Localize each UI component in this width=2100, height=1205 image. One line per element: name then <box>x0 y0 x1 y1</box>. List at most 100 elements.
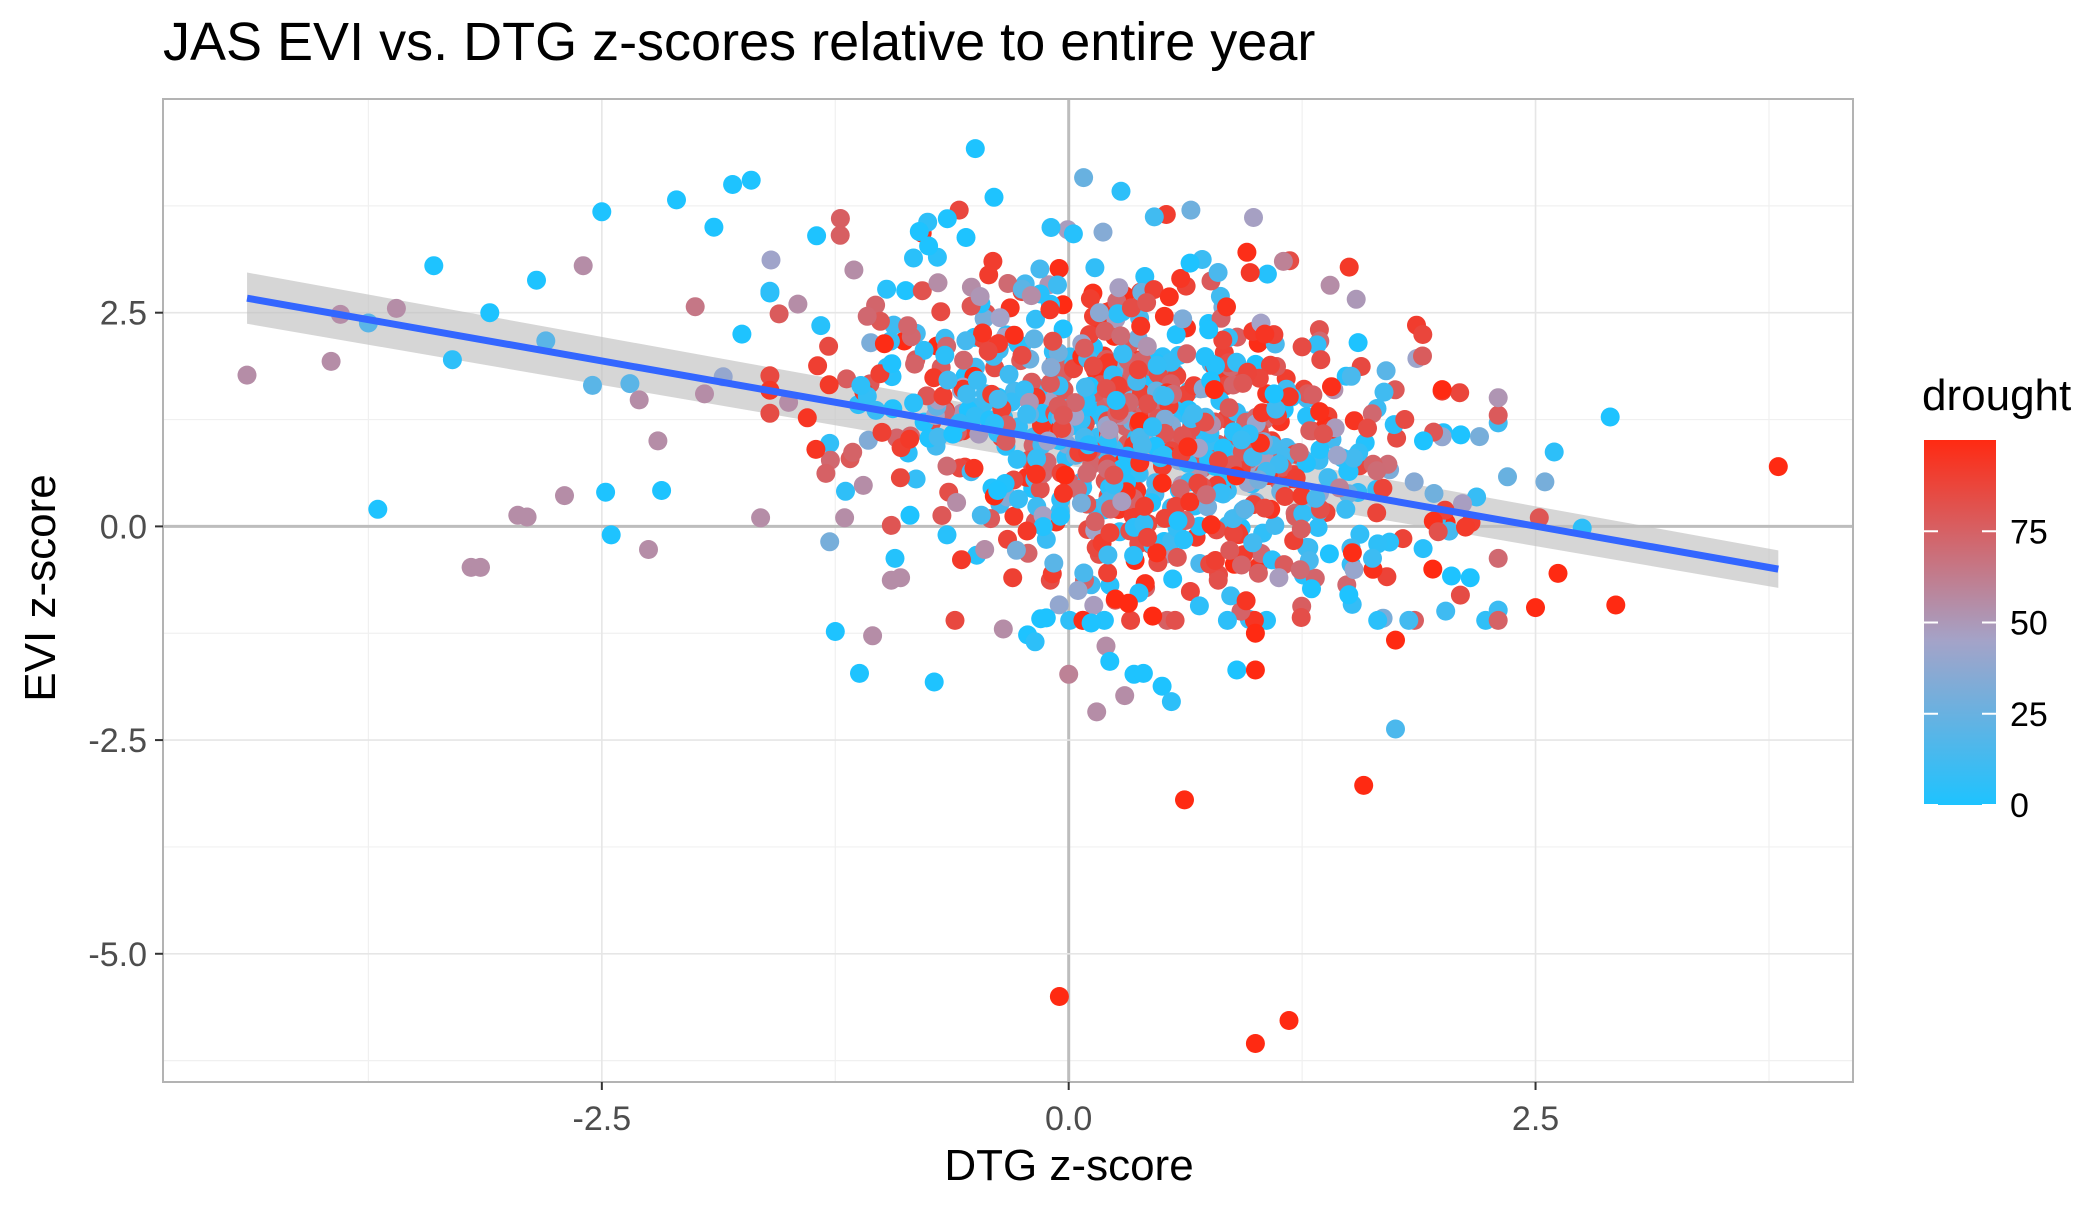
scatter-point <box>863 626 883 646</box>
scatter-point <box>806 439 826 459</box>
scatter-point <box>1060 610 1080 630</box>
scatter-point <box>1030 259 1050 279</box>
scatter-point <box>1087 702 1107 722</box>
scatter-point <box>932 506 952 525</box>
scatter-point <box>592 202 612 222</box>
scatter-point <box>1132 436 1152 456</box>
scatter-point <box>1205 551 1225 570</box>
scatter-point <box>1453 494 1472 514</box>
scatter-point <box>1606 595 1626 615</box>
scatter-point <box>912 281 932 301</box>
scatter-point <box>1043 331 1063 351</box>
scatter-point <box>1269 568 1289 588</box>
scatter-point <box>1017 521 1037 541</box>
scatter-point <box>1180 582 1200 601</box>
scatter-point <box>896 281 916 301</box>
scatter-point <box>1535 472 1555 492</box>
scatter-point <box>1224 523 1243 543</box>
scatter-point <box>1100 651 1120 671</box>
scatter-point <box>1450 585 1470 605</box>
scatter-point <box>1248 563 1268 583</box>
legend-tick-label: 0 <box>2010 787 2029 825</box>
scatter-point <box>919 236 939 256</box>
scatter-point <box>900 505 920 525</box>
scatter-point <box>853 475 873 495</box>
scatter-point <box>1174 530 1194 550</box>
scatter-point <box>629 390 649 410</box>
scatter-point <box>933 386 953 406</box>
scatter-point <box>1147 355 1167 375</box>
scatter-point <box>1245 660 1265 680</box>
scatter-point <box>788 294 808 314</box>
scatter-point <box>1049 595 1069 615</box>
scatter-point <box>1236 591 1256 611</box>
x-axis-ticks: -2.5 0.0 2.5 <box>573 1082 1559 1138</box>
scatter-point <box>1137 337 1157 356</box>
scatter-point <box>1098 563 1118 583</box>
scatter-point <box>1171 269 1191 288</box>
legend-tick-label: 75 <box>2010 513 2048 551</box>
scatter-point <box>1004 325 1024 345</box>
scatter-point <box>760 366 780 386</box>
scatter-point <box>1049 259 1069 278</box>
scatter-point <box>1344 560 1364 580</box>
scatter-point <box>1138 394 1158 414</box>
scatter-point <box>978 341 998 361</box>
scatter-point <box>957 384 977 404</box>
scatter-point <box>837 369 857 389</box>
scatter-point <box>1442 566 1461 586</box>
x-tick-label: 0.0 <box>1045 1100 1092 1138</box>
scatter-point <box>952 550 971 570</box>
scatter-point <box>1451 425 1471 445</box>
scatter-point <box>967 370 987 390</box>
scatter-point <box>1177 344 1197 364</box>
scatter-point <box>1432 380 1452 400</box>
scatter-point <box>1414 431 1433 451</box>
scatter-point <box>1178 437 1198 457</box>
scatter-point <box>1165 610 1185 630</box>
scatter-point <box>938 370 958 390</box>
scatter-point <box>1348 333 1368 353</box>
scatter-point <box>1275 487 1295 506</box>
scatter-point <box>1204 380 1224 400</box>
scatter-point <box>368 499 388 519</box>
scatter-point <box>819 336 839 356</box>
scatter-point <box>1195 347 1215 367</box>
scatter-point <box>1053 405 1073 425</box>
scatter-point <box>1363 548 1382 568</box>
scatter-point <box>825 622 845 641</box>
scatter-point <box>1044 553 1064 573</box>
scatter-point <box>1290 560 1310 580</box>
scatter-point <box>620 374 640 394</box>
scatter-point <box>1173 309 1193 329</box>
scatter-point <box>1036 608 1056 628</box>
scatter-point <box>760 281 780 301</box>
scatter-point <box>1135 496 1154 516</box>
scatter-point <box>851 376 871 395</box>
scatter-point <box>1320 275 1340 295</box>
scatter-point <box>984 187 1004 207</box>
scatter-point <box>1428 522 1448 542</box>
scatter-point <box>741 170 761 190</box>
scatter-point <box>1210 483 1230 503</box>
scatter-point <box>937 525 957 545</box>
scatter-point <box>1257 264 1277 284</box>
scatter-point <box>1113 344 1133 364</box>
scatter-point <box>1009 489 1028 509</box>
scatter-point <box>1074 168 1094 188</box>
scatter-point <box>808 356 828 376</box>
scatter-point <box>1456 517 1475 537</box>
scatter-point <box>596 482 616 502</box>
scatter-point <box>1184 404 1203 424</box>
scatter-point <box>1423 559 1443 579</box>
scatter-point <box>954 350 974 370</box>
scatter-point <box>1292 337 1312 357</box>
scatter-point <box>1021 286 1041 306</box>
scatter-point <box>1161 692 1181 712</box>
scatter-point <box>1180 253 1200 273</box>
scatter-point <box>1040 300 1060 320</box>
scatter-point <box>1006 540 1026 560</box>
scatter-point <box>850 663 869 683</box>
scatter-point <box>1041 358 1061 377</box>
